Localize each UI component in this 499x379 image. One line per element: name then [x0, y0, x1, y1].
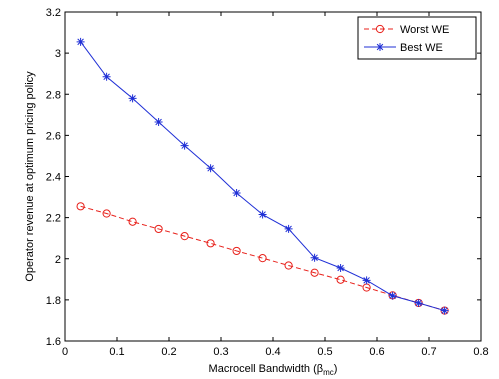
x-tick-label: 0.4 [265, 346, 280, 358]
data-point-best-we-glyph [258, 210, 267, 219]
x-tick-label: 0.1 [109, 346, 124, 358]
x-axis-label-subscript: mc [323, 368, 334, 377]
y-tick-label: 2.2 [46, 213, 61, 225]
data-point-best-we [180, 141, 189, 150]
y-tick-label: 2 [55, 254, 61, 266]
data-point-worst-we [310, 268, 319, 277]
data-point-best-we [206, 164, 215, 173]
data-point-best-we [102, 72, 111, 81]
data-point-worst-we [232, 246, 241, 256]
y-tick-label: 3.2 [46, 7, 61, 19]
series-layer [76, 37, 449, 315]
data-point-best-we [388, 291, 397, 300]
data-point-best-we-glyph [388, 291, 397, 300]
x-axis-label: Macrocell Bandwidth (βmc) [209, 363, 338, 377]
data-point-best-we-glyph [180, 141, 189, 150]
x-tick-label: 0.3 [213, 346, 228, 358]
x-tick-label: 0.5 [317, 346, 332, 358]
legend: Worst WE Best WE [357, 16, 477, 60]
data-point-best-we-glyph [102, 72, 111, 81]
legend-marker-best-we-glyph [376, 43, 384, 51]
plot-frame [64, 11, 482, 342]
data-point-best-we-glyph [414, 298, 423, 307]
data-point-worst-we [336, 275, 345, 284]
data-point-worst-we [258, 254, 267, 263]
data-point-worst-we [284, 261, 293, 270]
x-tick-label: 0.2 [161, 346, 176, 358]
data-point-best-we [232, 188, 241, 197]
legend-label-best-we: Best WE [400, 42, 443, 54]
data-point-best-we [336, 264, 345, 273]
y-tick-label: 2.6 [46, 130, 61, 142]
data-point-best-we-glyph [440, 306, 449, 315]
data-point-worst-we [76, 202, 85, 211]
ticks: 0 0.1 0.2 0.3 0.4 0.5 0.6 0.7 0.8 1.6 1.8 2 2.2 2.4 2.… [46, 7, 489, 358]
y-axis-label: Operator revenue at optimum pricing poli… [24, 71, 36, 282]
legend-box [357, 16, 477, 60]
y-tick-label: 3 [55, 48, 61, 60]
x-axis-label-end: ) [334, 363, 338, 375]
legend-label-worst-we: Worst WE [400, 24, 449, 36]
x-tick-label: 0.8 [473, 346, 488, 358]
legend-entry-best-we: Best WE [364, 42, 443, 54]
legend-entry-worst-we: Worst WE [364, 24, 449, 36]
x-tick-label: 0.7 [421, 346, 436, 358]
data-point-best-we-glyph [336, 264, 345, 273]
data-point-best-we-glyph [232, 188, 241, 197]
x-tick-label: 0.6 [369, 346, 384, 358]
data-point-best-we [440, 306, 449, 315]
series-best-we [76, 37, 449, 315]
data-point-worst-we [102, 209, 111, 218]
data-point-best-we [362, 276, 371, 285]
data-point-best-we [284, 224, 293, 233]
data-point-best-we-glyph [310, 253, 319, 262]
plot-area [64, 11, 482, 342]
legend-marker-best-we [376, 43, 384, 51]
data-point-best-we-glyph [76, 37, 85, 46]
data-point-worst-we [154, 224, 163, 234]
data-point-best-we-glyph [362, 276, 371, 285]
y-tick-label: 2.8 [46, 89, 61, 101]
data-point-worst-we [180, 232, 189, 241]
y-tick-label: 1.6 [46, 336, 61, 348]
data-point-best-we [128, 94, 137, 103]
legend-marker-worst-we [375, 24, 385, 34]
data-point-worst-we [206, 239, 215, 248]
series-line-worst-we [80, 205, 445, 312]
x-tick-label: 0 [62, 346, 68, 358]
data-point-best-we-glyph [128, 94, 137, 103]
data-point-worst-we [128, 217, 137, 226]
data-point-best-we [310, 253, 319, 262]
data-point-best-we [414, 298, 423, 307]
x-axis-label-main: Macrocell Bandwidth (β [209, 363, 324, 375]
data-point-best-we [154, 118, 163, 127]
y-tick-label: 1.8 [46, 295, 61, 307]
data-point-best-we-glyph [206, 164, 215, 173]
y-tick-label: 2.4 [46, 172, 61, 184]
data-point-best-we [258, 210, 267, 219]
data-point-best-we-glyph [284, 224, 293, 233]
data-point-best-we [76, 37, 85, 46]
data-point-best-we-glyph [154, 118, 163, 127]
